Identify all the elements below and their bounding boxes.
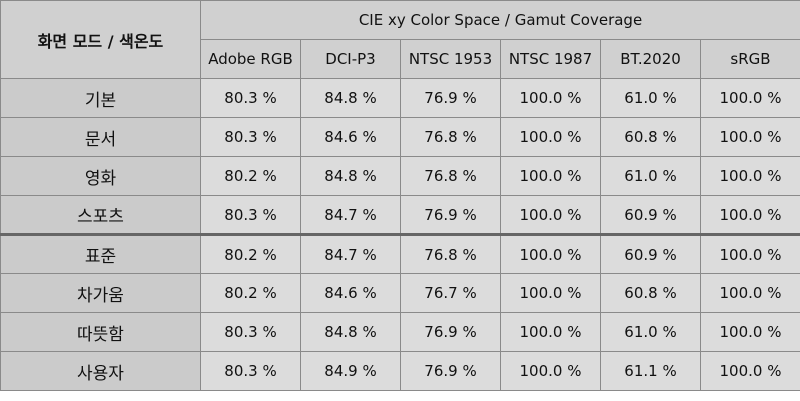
table-cell: 80.3 % (200, 195, 301, 235)
table-row: 스포츠 80.3 % 84.7 % 76.9 % 100.0 % 60.9 % 100.0 … (0, 195, 800, 235)
table-cell: 80.2 % (200, 156, 301, 196)
table-row: 기본 80.3 % 84.8 % 76.9 % 100.0 % 61.0 % 100.0 % (0, 78, 800, 118)
table-cell: 80.2 % (200, 273, 301, 313)
table-cell: 76.8 % (400, 233, 501, 274)
row-label: 따뜻함 (0, 312, 201, 352)
table-cell: 76.9 % (400, 351, 501, 391)
table-section: 기본 80.3 % 84.8 % 76.9 % 100.0 % 61.0 % 100.0 %… (0, 78, 800, 235)
table-cell: 60.8 % (600, 117, 701, 157)
table-cell: 100.0 % (699, 233, 800, 274)
table-cell: 80.3 % (200, 312, 301, 352)
column-header: Adobe RGB (200, 39, 301, 79)
table-row: 차가움 80.2 % 84.6 % 76.7 % 100.0 % 60.8 % 100.0 … (0, 273, 800, 313)
table-cell: 61.1 % (600, 351, 701, 391)
table-cell: 100.0 % (500, 78, 601, 118)
table-row: 영화 80.2 % 84.8 % 76.8 % 100.0 % 61.0 % 100.0 % (0, 156, 800, 196)
table-cell: 60.9 % (600, 233, 701, 274)
table-cell: 100.0 % (699, 195, 800, 235)
table-cell: 100.0 % (500, 195, 601, 235)
table-cell: 100.0 % (500, 312, 601, 352)
row-label: 차가움 (0, 273, 201, 313)
table-row: 따뜻함 80.3 % 84.8 % 76.9 % 100.0 % 61.0 % 100.0 … (0, 312, 800, 352)
table-cell: 100.0 % (500, 351, 601, 391)
table-cell: 61.0 % (600, 156, 701, 196)
table-cell: 100.0 % (699, 312, 800, 352)
table-row: 사용자 80.3 % 84.9 % 76.9 % 100.0 % 61.1 % 100.0 … (0, 351, 800, 391)
group-header: CIE xy Color Space / Gamut Coverage (199, 0, 800, 40)
column-header: DCI-P3 (300, 39, 401, 79)
table-cell: 60.8 % (600, 273, 701, 313)
table-row: 표준 80.2 % 84.7 % 76.8 % 100.0 % 60.9 % 100.0 % (0, 233, 800, 274)
column-header: NTSC 1953 (400, 39, 501, 79)
table-cell: 100.0 % (699, 273, 800, 313)
table-cell: 80.2 % (200, 233, 301, 274)
table-cell: 61.0 % (600, 78, 701, 118)
table-cell: 60.9 % (600, 195, 701, 235)
row-label: 문서 (0, 117, 201, 157)
table-cell: 100.0 % (500, 273, 601, 313)
table-cell: 84.7 % (300, 195, 401, 235)
table-head: 화면 모드 / 색온도 CIE xy Color Space / Gamut C… (0, 0, 800, 79)
corner-header: 화면 모드 / 색온도 (0, 0, 201, 79)
table-row: 문서 80.3 % 84.6 % 76.8 % 100.0 % 60.8 % 100.0 % (0, 117, 800, 157)
table-cell: 61.0 % (600, 312, 701, 352)
row-label: 사용자 (0, 351, 201, 391)
table-cell: 76.9 % (400, 312, 501, 352)
column-header: BT.2020 (600, 39, 701, 79)
header-row: 화면 모드 / 색온도 CIE xy Color Space / Gamut C… (0, 0, 800, 79)
table-cell: 84.9 % (300, 351, 401, 391)
table-cell: 84.8 % (300, 156, 401, 196)
row-label: 표준 (0, 233, 201, 274)
table-cell: 84.8 % (300, 78, 401, 118)
table-cell: 80.3 % (200, 78, 301, 118)
table-cell: 100.0 % (500, 233, 601, 274)
column-header: sRGB (699, 39, 800, 79)
table-cell: 100.0 % (699, 117, 800, 157)
table-cell: 80.3 % (200, 351, 301, 391)
table-cell: 84.8 % (300, 312, 401, 352)
table-cell: 76.8 % (400, 117, 501, 157)
table-cell: 84.7 % (300, 233, 401, 274)
table-cell: 100.0 % (699, 78, 800, 118)
row-label: 기본 (0, 78, 201, 118)
table-cell: 84.6 % (300, 273, 401, 313)
table-cell: 80.3 % (200, 117, 301, 157)
row-label: 스포츠 (0, 195, 201, 235)
table-cell: 100.0 % (699, 351, 800, 391)
table-cell: 76.9 % (400, 195, 501, 235)
table-cell: 76.7 % (400, 273, 501, 313)
column-header: NTSC 1987 (500, 39, 601, 79)
table-cell: 76.9 % (400, 78, 501, 118)
table-cell: 100.0 % (699, 156, 800, 196)
gamut-table: 화면 모드 / 색온도 CIE xy Color Space / Gamut C… (0, 0, 800, 391)
table-cell: 76.8 % (400, 156, 501, 196)
row-label: 영화 (0, 156, 201, 196)
header-row: Adobe RGB DCI-P3 NTSC 1953 NTSC 1987 BT.2020… (1, 39, 800, 79)
table-cell: 100.0 % (500, 117, 601, 157)
table-section: 표준 80.2 % 84.7 % 76.8 % 100.0 % 60.9 % 100.0 %… (0, 233, 800, 391)
table-cell: 100.0 % (500, 156, 601, 196)
table-cell: 84.6 % (300, 117, 401, 157)
